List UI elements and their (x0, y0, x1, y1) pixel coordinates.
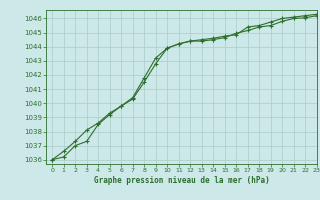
X-axis label: Graphe pression niveau de la mer (hPa): Graphe pression niveau de la mer (hPa) (94, 176, 269, 185)
